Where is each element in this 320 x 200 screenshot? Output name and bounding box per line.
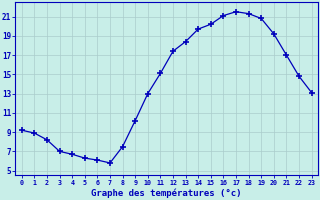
X-axis label: Graphe des températures (°c): Graphe des températures (°c) <box>92 188 242 198</box>
